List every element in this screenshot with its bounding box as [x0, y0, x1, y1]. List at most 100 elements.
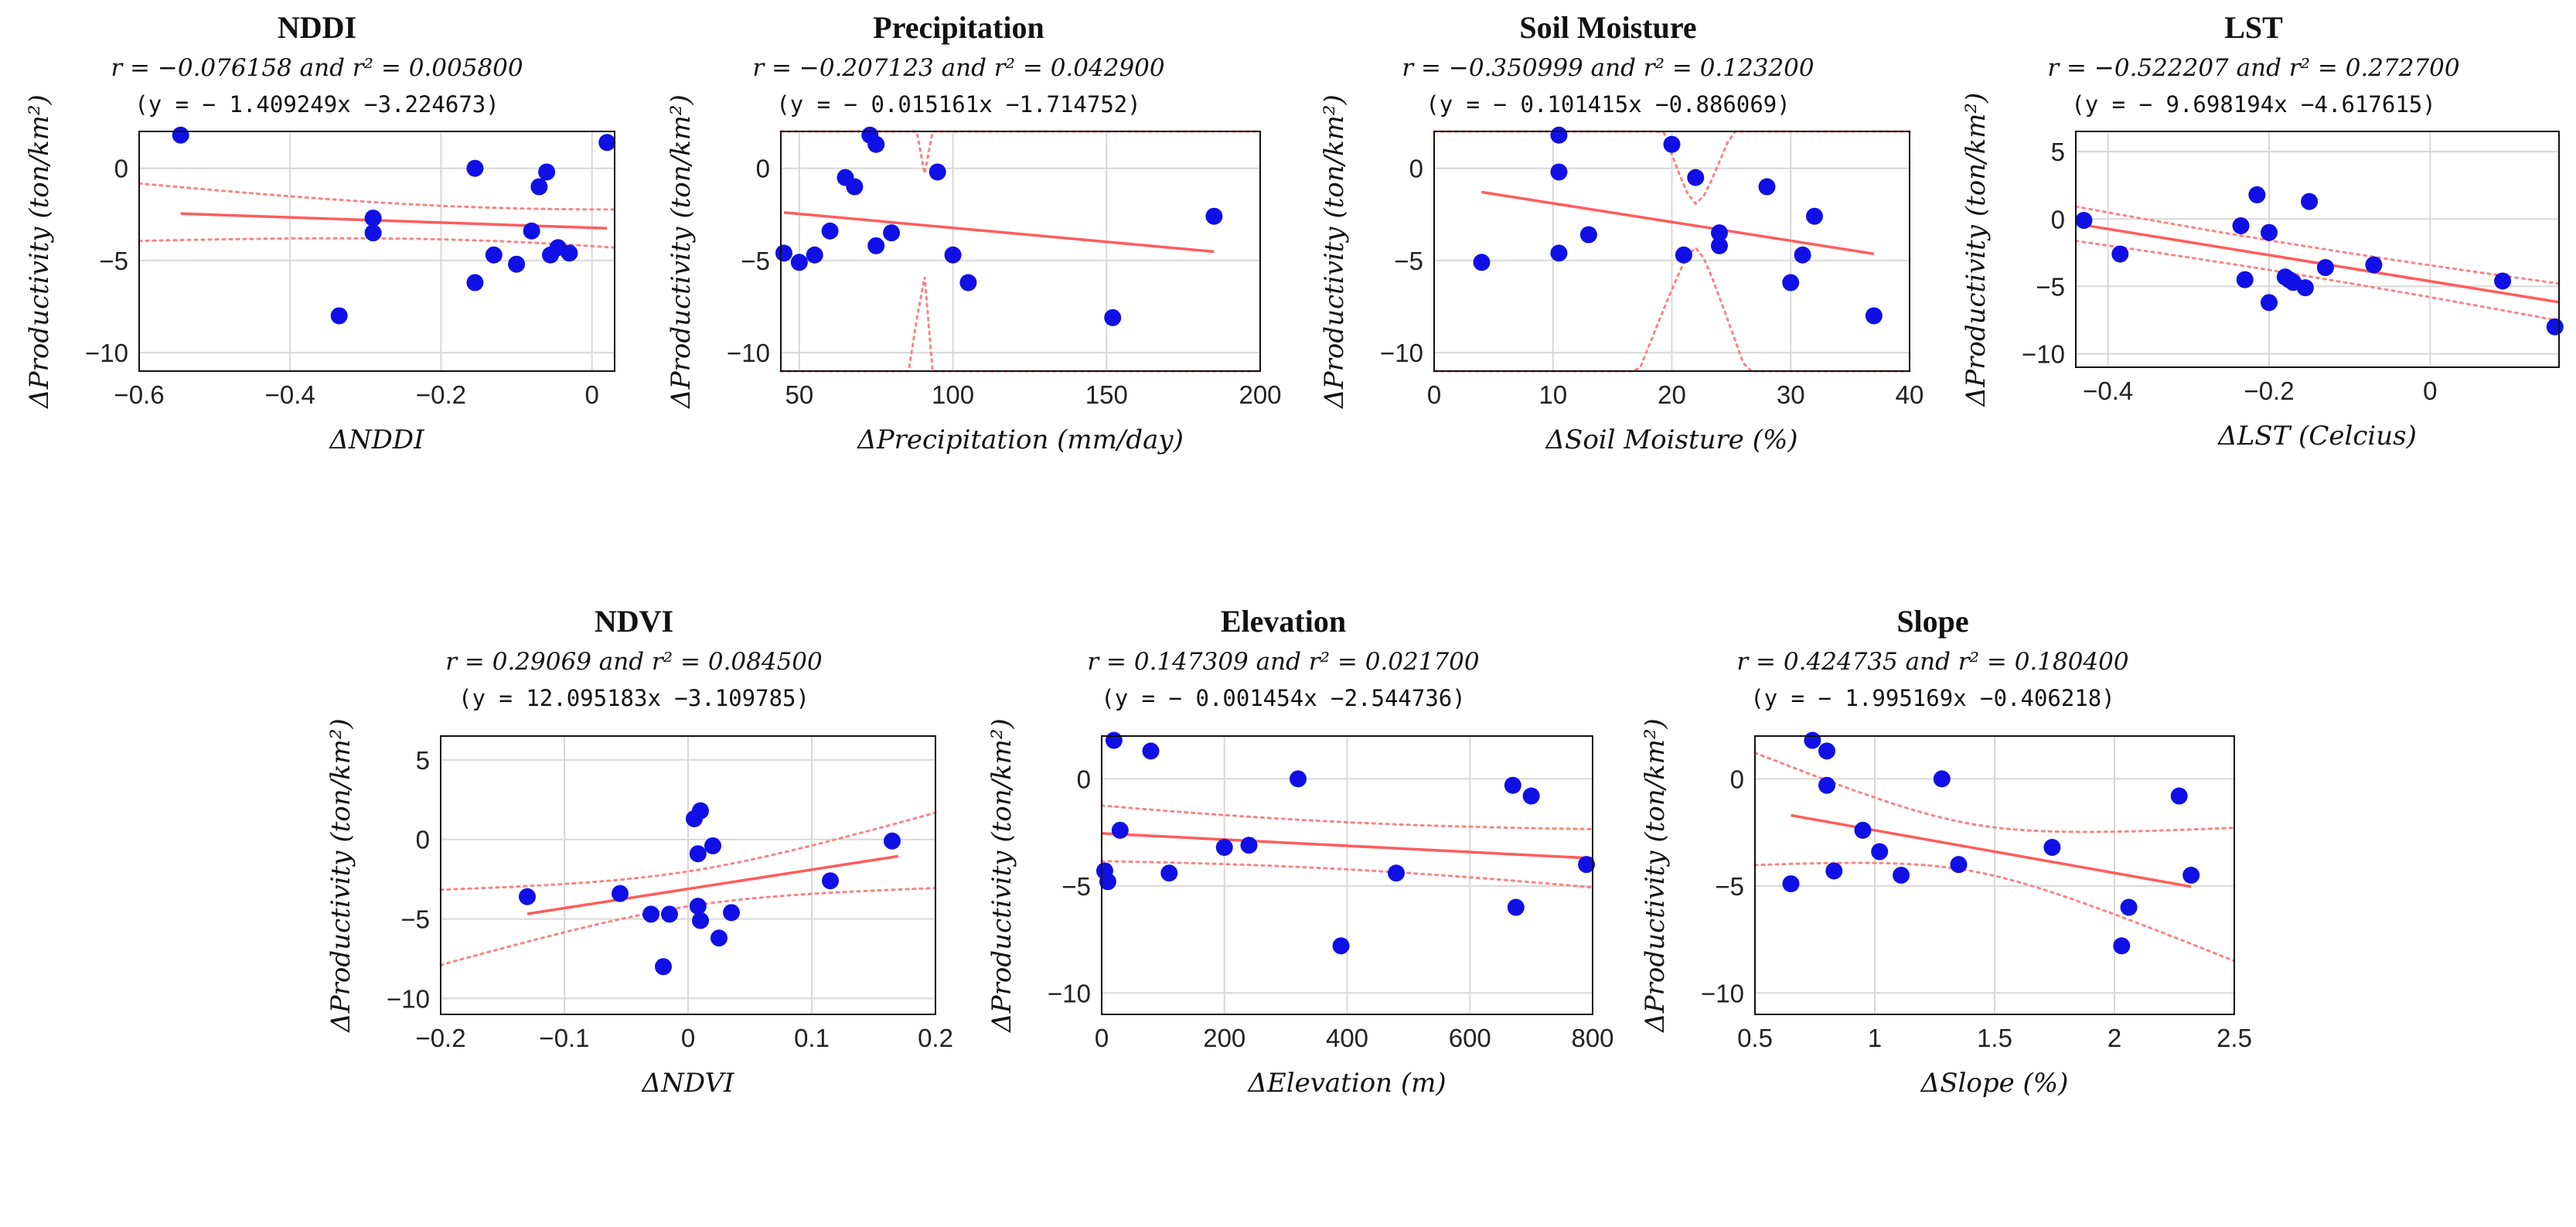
data-point	[1950, 856, 1968, 874]
scatter-plot: −0.2 −0.1 0 0.1 0.2 5 0 −5 −10 ΔNDVI ΔProductivity…	[325, 718, 953, 1099]
x-tick-label: 20	[1658, 380, 1686, 409]
regression-line	[180, 212, 608, 230]
data-point	[2111, 245, 2129, 263]
x-tick-label: 0.1	[794, 1024, 830, 1052]
data-point	[1893, 867, 1910, 884]
data-point	[1105, 731, 1123, 749]
y-axis-label: ΔProductivity (ton/km²)	[666, 94, 697, 410]
data-point	[822, 872, 839, 890]
x-axis-label: ΔNDDI	[328, 424, 424, 455]
y-axis-label: ΔProductivity (ton/km²)	[1319, 94, 1350, 410]
scatter-plot: 50 100 150 200 0 −5 −10 ΔPrecipitation (mm/day)…	[666, 94, 1282, 455]
data-point	[1782, 274, 1800, 291]
data-point	[1550, 126, 1568, 144]
x-tick-label: 0.5	[1737, 1024, 1773, 1052]
data-point	[2546, 318, 2564, 336]
y-tick-label: 0	[1409, 155, 1423, 183]
upper-confidence-band	[439, 811, 937, 891]
data-point	[1818, 742, 1835, 760]
correlation-stat: r = −0.350999 and r² = 0.123200	[1402, 54, 1814, 82]
lower-confidence-band	[779, 276, 1262, 373]
y-tick-label: 0	[416, 826, 430, 854]
data-point	[1160, 864, 1178, 882]
data-point	[689, 898, 707, 915]
y-tick-label: −5	[741, 247, 770, 275]
x-tick-label: 800	[1571, 1024, 1613, 1052]
data-point	[466, 159, 484, 177]
x-tick-label: 0.2	[918, 1024, 953, 1052]
data-point	[2316, 259, 2334, 277]
x-tick-label: 400	[1326, 1024, 1368, 1052]
plot-frame	[1754, 735, 2235, 1015]
chart-title: Elevation	[1220, 604, 1347, 639]
x-tick-label: 0	[681, 1024, 695, 1052]
data-point	[2261, 223, 2278, 241]
data-point	[466, 274, 484, 291]
data-point	[1865, 307, 1883, 325]
x-tick-label: 100	[932, 380, 974, 409]
data-point	[929, 163, 946, 181]
data-point	[1205, 207, 1223, 225]
data-point	[1388, 864, 1405, 882]
data-point	[1854, 821, 1872, 839]
data-point	[2113, 937, 2131, 955]
data-point	[642, 905, 659, 923]
regression-equation: (y = − 0.001454x −2.544736)	[1101, 685, 1466, 711]
plot-frame	[440, 735, 936, 1015]
chart-title: Precipitation	[873, 10, 1044, 45]
y-tick-label: −10	[1380, 339, 1423, 367]
data-point	[1818, 776, 1835, 794]
data-point	[2301, 193, 2319, 210]
data-point	[2075, 212, 2093, 230]
y-axis-label: ΔProductivity (ton/km²)	[325, 718, 356, 1034]
y-tick-label: −5	[1061, 872, 1091, 901]
x-tick-label: 0	[2423, 377, 2437, 405]
y-tick-label: −5	[1394, 247, 1423, 275]
data-point	[1663, 135, 1681, 153]
data-point	[1675, 246, 1692, 264]
data-point	[2365, 256, 2383, 274]
data-point	[692, 802, 709, 820]
regression-equation: (y = − 9.698194x −4.617615)	[2071, 91, 2436, 118]
x-tick-label: 0	[585, 380, 599, 409]
x-tick-label: 200	[1203, 1024, 1245, 1052]
y-tick-label: −10	[85, 339, 128, 367]
plot-frame	[780, 131, 1261, 372]
data-point	[1550, 163, 1568, 181]
panel-precipitation: Precipitation r = −0.207123 and r² = 0.0…	[642, 0, 1282, 464]
data-point	[1579, 226, 1597, 244]
x-tick-label: 2	[2107, 1024, 2121, 1052]
data-point	[561, 244, 578, 262]
data-point	[1142, 742, 1160, 760]
data-point	[2494, 272, 2512, 290]
x-tick-label: −0.2	[415, 1024, 465, 1052]
x-tick-label: 0	[1095, 1024, 1109, 1052]
data-point	[821, 222, 839, 240]
lower-confidence-band	[1100, 860, 1594, 889]
data-point	[2248, 186, 2266, 203]
data-point	[523, 222, 540, 240]
y-tick-label: 0	[114, 155, 128, 183]
data-point	[1794, 246, 1811, 264]
data-point	[710, 929, 727, 947]
data-point	[1711, 237, 1728, 254]
y-tick-label: −10	[727, 339, 770, 367]
y-tick-label: −5	[1715, 872, 1744, 901]
x-axis-label: ΔPrecipitation (mm/day)	[856, 424, 1184, 455]
y-tick-label: −10	[2022, 340, 2065, 369]
chart-title: Soil Moisture	[1519, 10, 1697, 45]
x-tick-label: −0.6	[114, 380, 164, 409]
regression-line	[526, 854, 899, 915]
x-tick-label: 1	[1868, 1024, 1882, 1052]
data-point	[1758, 178, 1776, 196]
panel-soil-moisture: Soil Moisture r = −0.350999 and r² = 0.1…	[1291, 0, 1925, 464]
data-point	[2261, 294, 2278, 312]
data-point	[867, 135, 885, 153]
plot-frame	[1101, 735, 1593, 1015]
panel-lst: LST r = −0.522207 and r² = 0.272700 (y =…	[1937, 0, 2571, 464]
lower-confidence-band	[439, 887, 937, 966]
x-tick-label: 30	[1777, 380, 1805, 409]
data-point	[1215, 839, 1233, 856]
x-axis-label: ΔElevation (m)	[1246, 1068, 1446, 1099]
regression-equation: (y = − 1.995169x −0.406218)	[1750, 685, 2115, 711]
